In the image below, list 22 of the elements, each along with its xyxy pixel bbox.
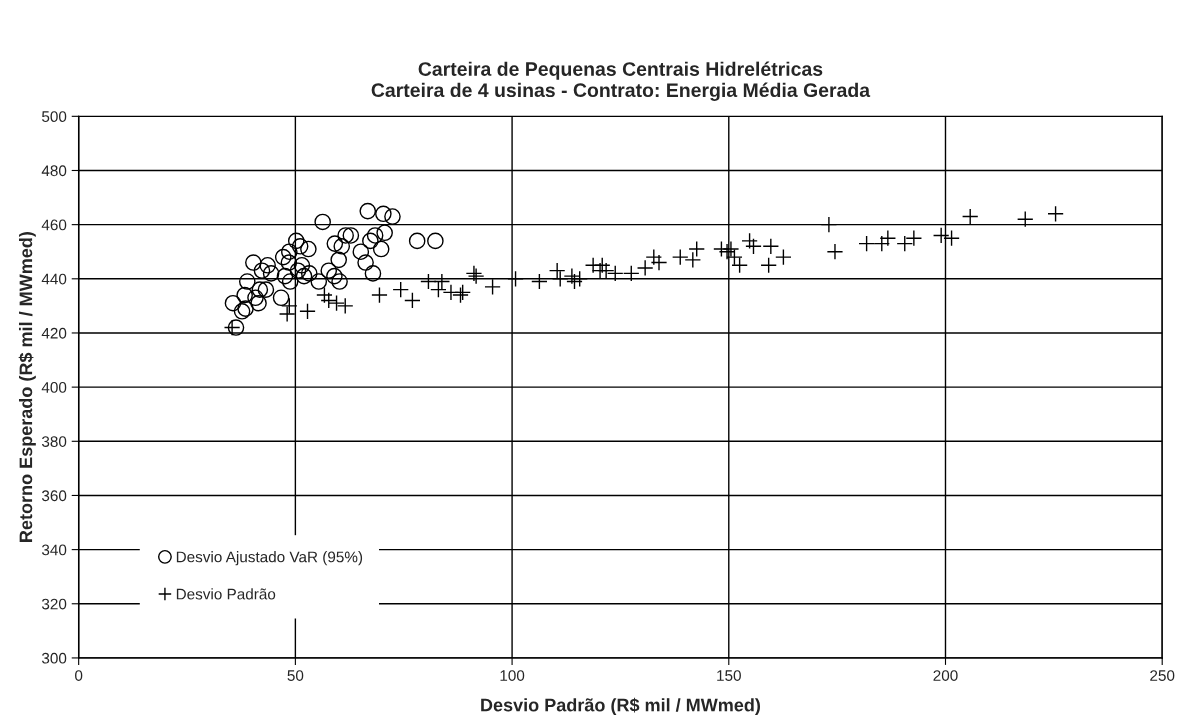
y-tick-label: 300 [41,652,67,664]
y-tick-label: 460 [41,219,67,231]
y-axis-title: Retorno Esperado (R$ mil / MWmed) [18,232,36,542]
y-tick-label: 360 [41,490,67,502]
y-tick-label: 480 [41,165,67,177]
x-tick-label: 100 [500,670,525,681]
x-axis-title: Desvio Padrão (R$ mil / MWmed) [481,697,760,716]
chart-title: Carteira de Pequenas Centrais Hidrelétricas Carteira de 4 usinas - Contrato: Energia Média Gerada [371,61,871,101]
x-tick-label: 250 [1150,670,1175,681]
y-tick-label: 320 [41,598,67,610]
legend-label: Desvio Padrão [176,588,276,600]
y-tick-label: 400 [41,382,67,393]
y-tick-label: 340 [41,544,67,556]
y-tick-label: 500 [41,111,67,123]
x-tick-label: 150 [717,670,741,681]
x-tick-label: 200 [933,670,958,681]
y-tick-label: 440 [41,273,67,285]
legend-label: Desvio Ajustado VaR (95%) [176,551,363,566]
x-tick-label: 50 [287,670,304,681]
x-tick-label: 0 [75,670,83,681]
y-tick-label: 380 [41,436,67,447]
y-tick-label: 420 [41,327,67,339]
